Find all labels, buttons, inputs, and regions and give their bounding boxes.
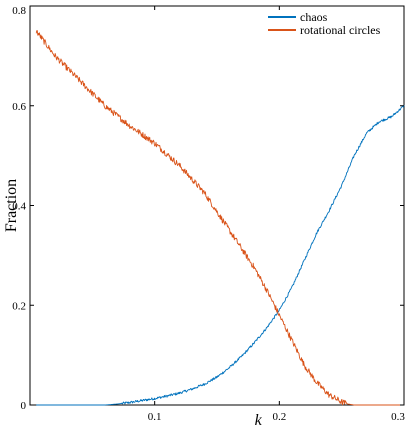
x-axis-label: k [255, 412, 263, 428]
legend-label: chaos [300, 10, 328, 24]
y-tick-label: 0.4 [12, 201, 26, 213]
x-tick-label: 0.3 [391, 411, 405, 423]
axis-layer: 0.1 0.2 0.3 0 0.2 0.4 0.6 0.8 [12, 5, 405, 423]
y-tick-label: 0.8 [12, 5, 26, 17]
x-tick-label: 0.1 [148, 411, 162, 423]
series-line-rotational-circles [35, 30, 404, 406]
y-tick-label: 0.6 [12, 101, 26, 113]
y-axis-label: Fraction [3, 179, 20, 232]
legend-label: rotational circles [300, 23, 381, 37]
plot-frame [29, 5, 405, 406]
series-line-chaos [36, 104, 405, 406]
x-tick-label: 0.2 [272, 411, 286, 423]
series-layer [35, 30, 405, 406]
y-tick-label: 0.2 [12, 300, 26, 312]
y-tick-label: 0 [21, 400, 27, 412]
